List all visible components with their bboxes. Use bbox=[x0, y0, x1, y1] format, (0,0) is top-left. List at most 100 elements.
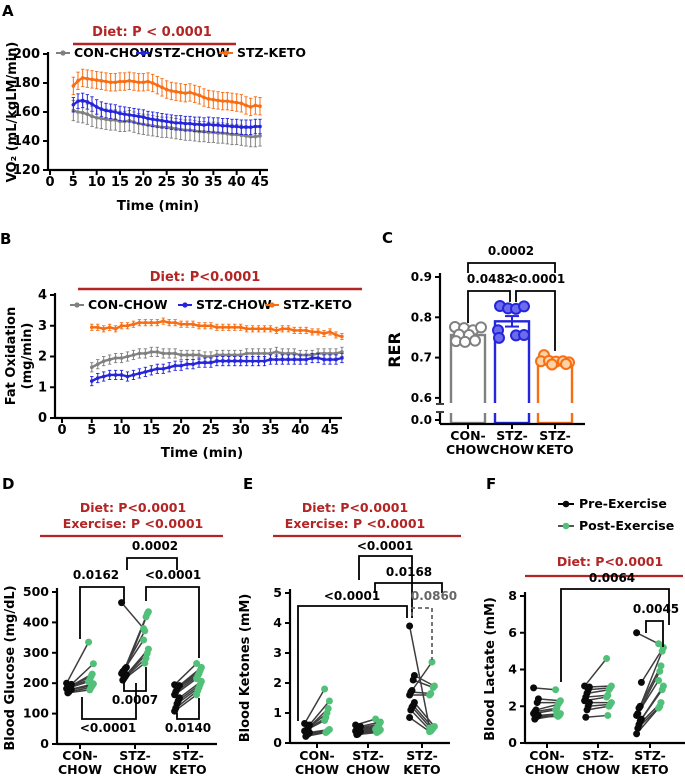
p-value: <0.0001 bbox=[357, 539, 413, 553]
y-tick: 4 bbox=[38, 288, 47, 303]
y-tick: 8 bbox=[508, 588, 517, 603]
y-tick: 0.9 bbox=[411, 270, 432, 284]
x-tick: 0 bbox=[45, 175, 54, 190]
p-value: 0.0168 bbox=[386, 565, 432, 579]
anova-pvalue: Diet: P<0.0001 bbox=[80, 500, 186, 515]
y-tick: 1 bbox=[273, 705, 282, 720]
significance-bracket bbox=[297, 605, 408, 721]
x-tick: 45 bbox=[321, 423, 339, 438]
category-label: CHOW bbox=[346, 762, 390, 777]
anova-annotation: Diet: P < 0.0001 bbox=[73, 25, 236, 46]
y-tick: 140 bbox=[13, 134, 40, 149]
x-tick: 25 bbox=[202, 423, 220, 438]
x-tick: 40 bbox=[228, 175, 246, 190]
panel-label-E: E bbox=[243, 475, 254, 493]
category-label: CON- bbox=[529, 748, 564, 763]
y-tick: 0.7 bbox=[411, 351, 432, 365]
category-label: STZ- bbox=[539, 428, 571, 443]
category-label: STZ- bbox=[352, 748, 384, 763]
x-tick: 45 bbox=[251, 175, 269, 190]
anova-annotation: Diet: P<0.0001 bbox=[78, 270, 362, 291]
y-tick: 6 bbox=[508, 625, 517, 640]
anova-pvalue: Exercise: P <0.0001 bbox=[63, 516, 203, 531]
y-tick: 2 bbox=[273, 675, 282, 690]
x-tick: 10 bbox=[113, 423, 131, 438]
paired-group-STZ-CHOW bbox=[118, 599, 152, 684]
category-label: CHOW bbox=[446, 442, 490, 457]
legend-label: STZ-CHOW bbox=[154, 45, 230, 60]
significance-bracket bbox=[81, 683, 137, 720]
axes: 0 100 200 300 400 500 bbox=[23, 584, 217, 751]
category-label: CHOW bbox=[113, 762, 157, 777]
category-label: STZ- bbox=[582, 748, 614, 763]
x-tick: 30 bbox=[232, 423, 250, 438]
panel-label-D: D bbox=[2, 475, 15, 493]
legend: Pre-Exercise Post-Exercise bbox=[558, 496, 674, 533]
chart-vo2-line: Diet: P < 0.0001 120 140 160 180 200 0 5 10 15 20 2… bbox=[5, 25, 306, 214]
x-tick: 15 bbox=[111, 175, 129, 190]
y-tick: 120 bbox=[13, 163, 40, 178]
x-tick: 15 bbox=[142, 423, 160, 438]
paired-group-STZ-CHOW bbox=[581, 654, 615, 721]
legend-label: CON-CHOW bbox=[88, 297, 168, 312]
category-label: CON- bbox=[450, 428, 485, 443]
paired-group-STZ-KETO bbox=[171, 659, 205, 715]
x-tick: 0 bbox=[57, 423, 66, 438]
p-value: <0.0001 bbox=[145, 568, 201, 582]
significance-bracket bbox=[123, 667, 147, 692]
y-axis-title: VO₂ (mL/kgLM/min) bbox=[5, 42, 20, 183]
y-tick: 4 bbox=[508, 662, 517, 677]
y-tick: 0 bbox=[508, 735, 517, 750]
p-value: <0.0001 bbox=[80, 721, 136, 735]
y-tick: 100 bbox=[23, 706, 49, 721]
diet-pvalue: Diet: P<0.0001 bbox=[150, 270, 261, 285]
y-tick: 400 bbox=[23, 614, 49, 629]
series-STZ-CHOW bbox=[71, 92, 262, 135]
significance-bracket bbox=[645, 620, 664, 647]
p-value: 0.0162 bbox=[73, 568, 119, 582]
x-tick: 25 bbox=[158, 175, 176, 190]
significance-bracket bbox=[411, 607, 433, 660]
y-axis-title: RER bbox=[385, 332, 404, 368]
x-tick: 5 bbox=[69, 175, 78, 190]
y-axis-title: (mg/min) bbox=[20, 323, 35, 390]
x-tick: 30 bbox=[181, 175, 199, 190]
y-tick: 200 bbox=[23, 675, 49, 690]
x-tick: 20 bbox=[134, 175, 152, 190]
y-axis-title: Blood Glucose (mg/dL) bbox=[3, 585, 18, 750]
p-value: 0.0860 bbox=[411, 589, 457, 603]
x-tick: 40 bbox=[291, 423, 309, 438]
x-tick: 35 bbox=[204, 175, 222, 190]
significance-bracket bbox=[374, 582, 443, 593]
chart-rer-bar: 0.90.80.70.60.0CON-CHOWSTZ-CHOWSTZ-KETOR… bbox=[385, 244, 586, 457]
y-tick: 3 bbox=[273, 645, 282, 660]
legend: CON-CHOW STZ-CHOW STZ-KETO bbox=[70, 297, 352, 312]
panel-label-C: C bbox=[382, 229, 394, 247]
category-label: CHOW bbox=[576, 762, 620, 777]
series-STZ-KETO bbox=[89, 317, 344, 341]
y-tick: 160 bbox=[13, 105, 40, 120]
p-value: 0.0045 bbox=[633, 602, 679, 616]
paired-group-CON-CHOW bbox=[530, 684, 564, 723]
bar-group-STZ-KETO: STZ-KETO bbox=[535, 349, 575, 457]
significance-bracket bbox=[145, 586, 200, 658]
panel-label-F: F bbox=[486, 475, 497, 493]
category-label: CON- bbox=[62, 748, 97, 763]
category-label: CHOW bbox=[295, 762, 339, 777]
category-label: KETO bbox=[536, 442, 573, 457]
y-tick: 4 bbox=[273, 615, 282, 630]
category-label: CHOW bbox=[58, 762, 102, 777]
anova-annotation: Diet: P<0.0001 bbox=[525, 554, 683, 578]
anova-pvalue: Diet: P<0.0001 bbox=[557, 554, 663, 569]
y-tick: 1 bbox=[38, 380, 47, 395]
y-axis-title: Blood Ketones (mM) bbox=[238, 594, 253, 743]
y-axis-title: Fat Oxidation bbox=[4, 307, 19, 405]
x-tick: 20 bbox=[172, 423, 190, 438]
category-label: STZ- bbox=[634, 748, 666, 763]
category-label: KETO bbox=[403, 762, 440, 777]
y-tick: 300 bbox=[23, 645, 49, 660]
